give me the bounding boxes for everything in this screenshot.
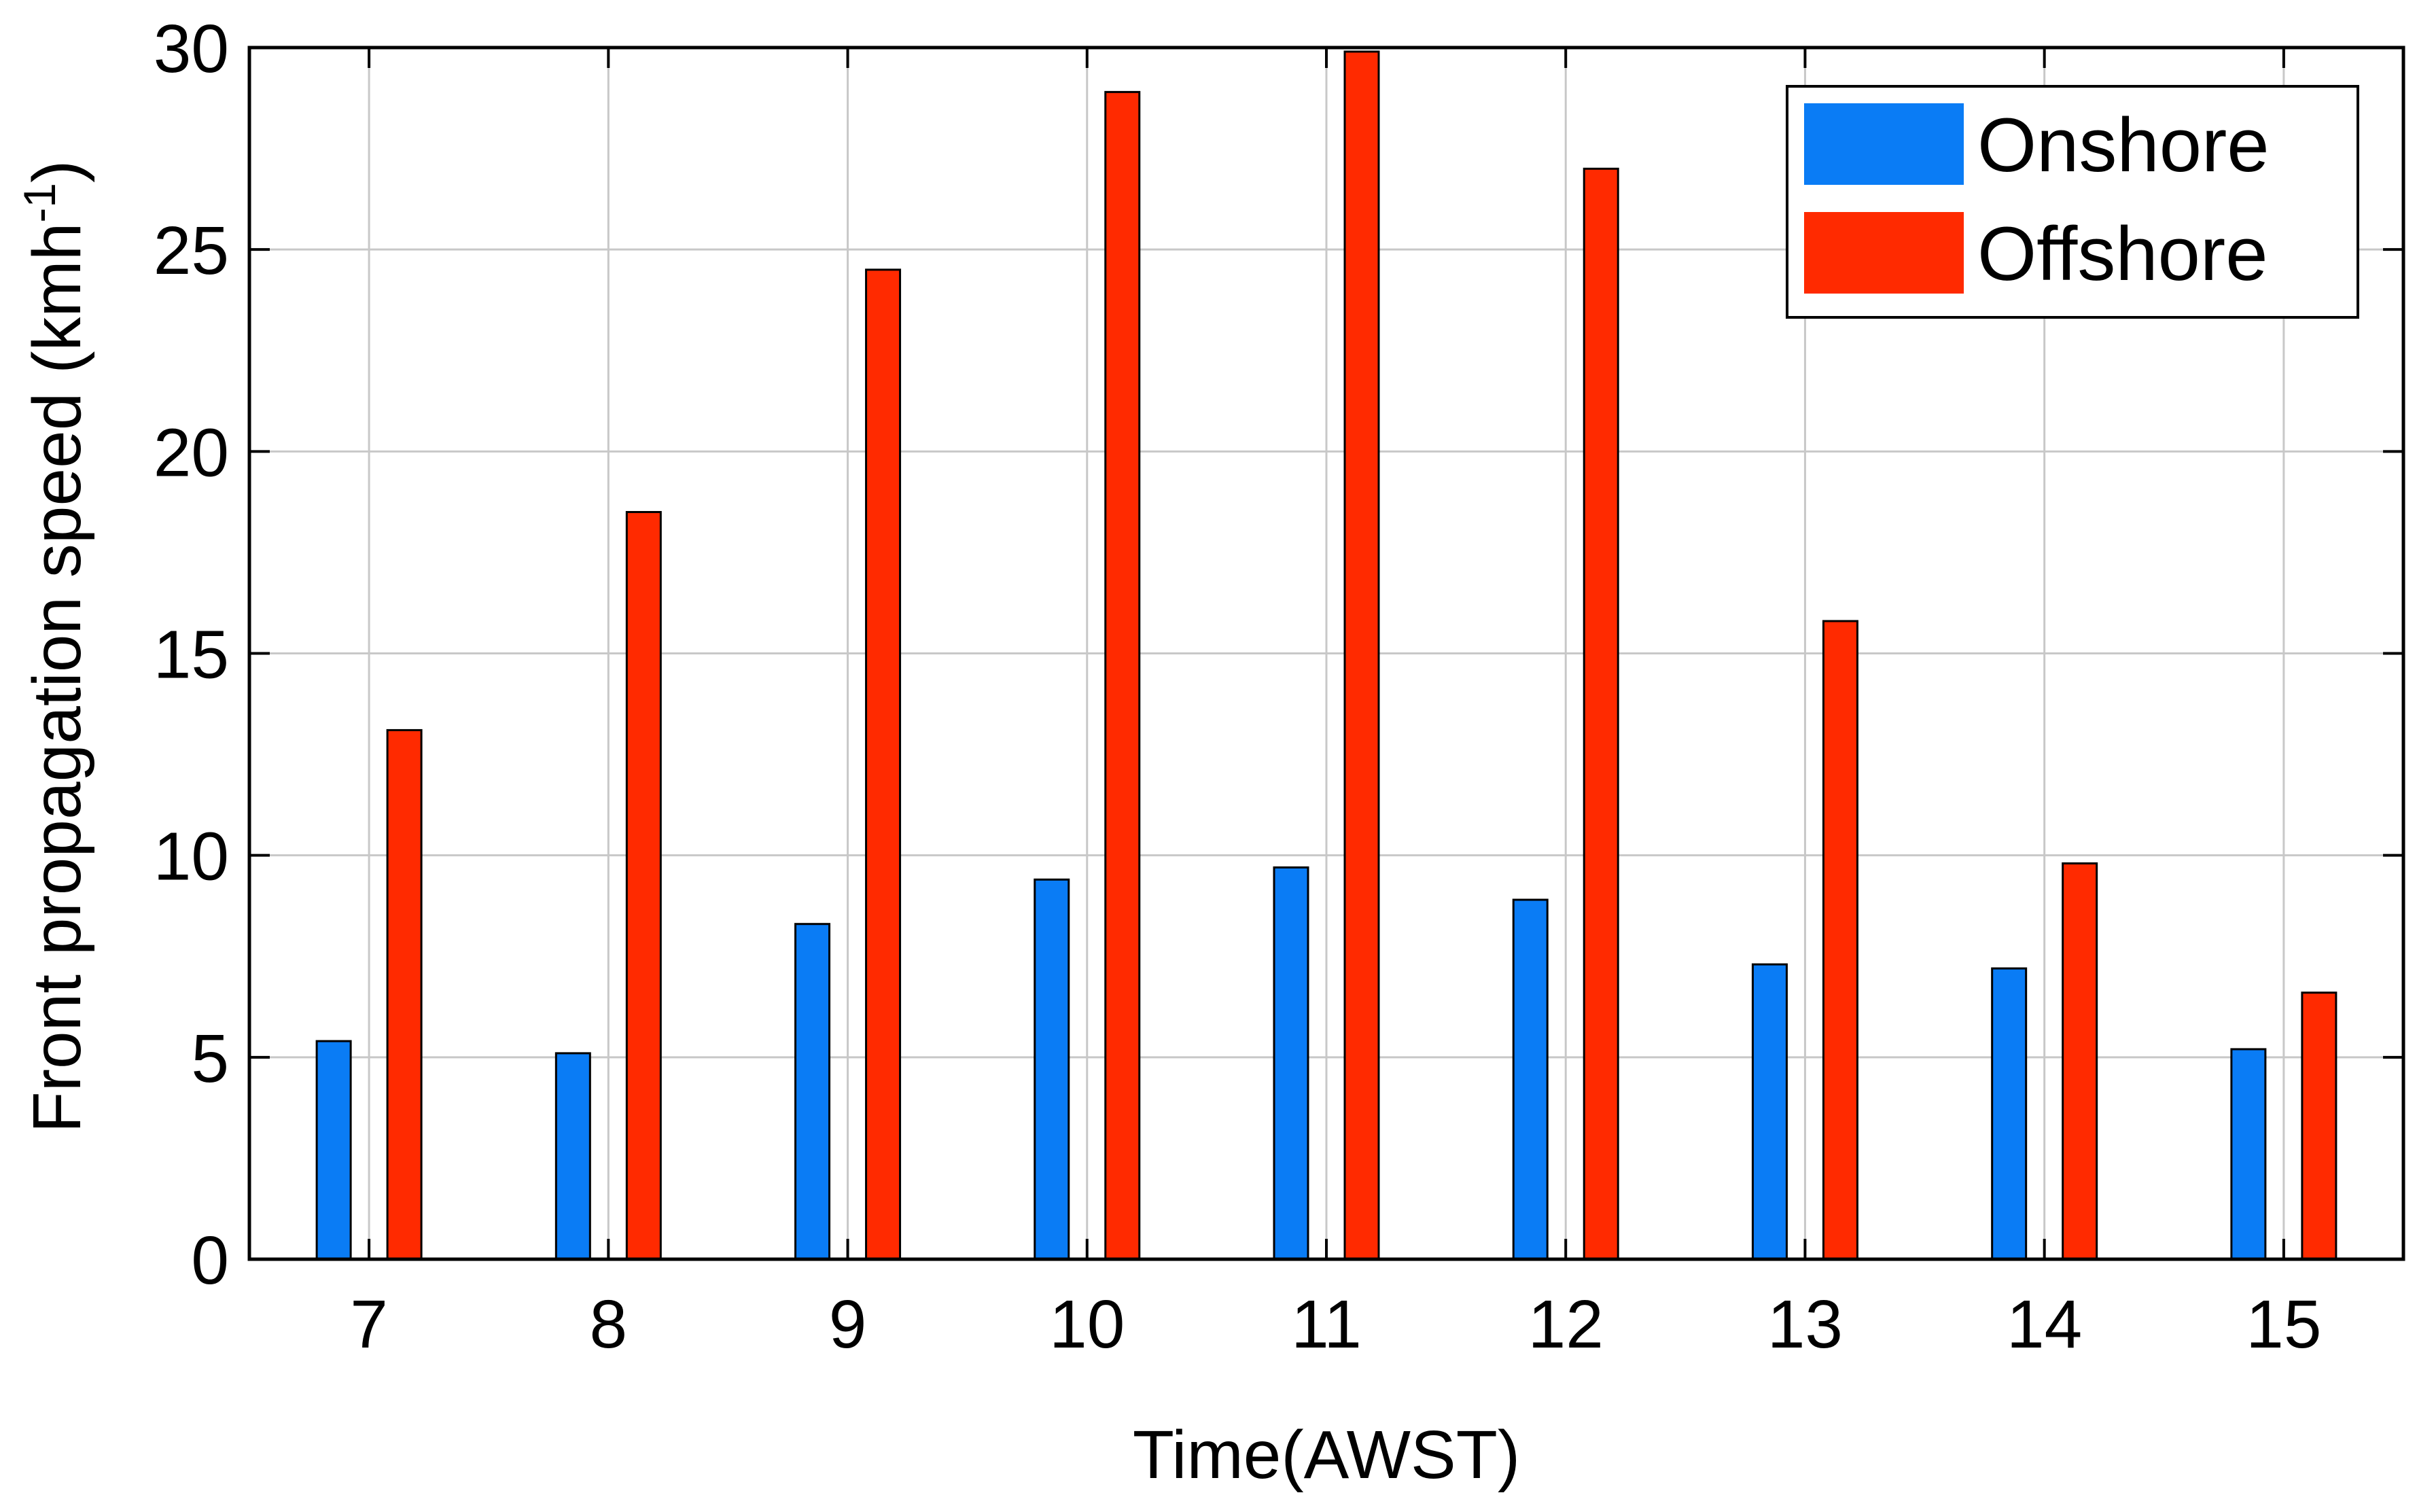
y-axis-label-tail: ) xyxy=(19,160,95,183)
bar-onshore-9 xyxy=(794,923,831,1261)
y-axis-label-main: Front propagation speed (kmh xyxy=(19,223,95,1133)
x-tick-label: 12 xyxy=(1528,1286,1604,1362)
x-tick-label: 13 xyxy=(1767,1286,1843,1362)
legend-label-onshore: Onshore xyxy=(1977,103,2270,188)
bar-offshore-13 xyxy=(1822,620,1858,1261)
bar-onshore-8 xyxy=(554,1052,591,1261)
bar-onshore-12 xyxy=(1512,898,1549,1261)
bar-onshore-13 xyxy=(1751,963,1788,1261)
y-axis-label: Front propagation speed (kmh-1) xyxy=(14,160,95,1133)
y-tick-label: 20 xyxy=(154,415,229,491)
y-tick-label: 30 xyxy=(154,11,229,87)
bar-onshore-10 xyxy=(1034,878,1070,1261)
x-tick-label: 8 xyxy=(590,1286,628,1362)
grid xyxy=(249,46,2403,1261)
x-tick-label: 9 xyxy=(829,1286,867,1362)
y-axis-label-superscript: -1 xyxy=(14,183,65,223)
bar-offshore-10 xyxy=(1104,90,1141,1261)
bars xyxy=(315,50,2337,1261)
y-tick-label: 25 xyxy=(154,213,229,289)
x-tick-label: 7 xyxy=(350,1286,388,1362)
y-tick-label: 10 xyxy=(154,819,229,895)
legend-label-offshore: Offshore xyxy=(1977,211,2268,296)
bar-onshore-7 xyxy=(315,1040,352,1261)
legend-swatch-offshore xyxy=(1804,212,1964,294)
bar-offshore-11 xyxy=(1343,50,1380,1261)
legend: Onshore Offshore xyxy=(1786,85,2359,319)
bar-offshore-7 xyxy=(386,728,423,1261)
x-tick-label: 11 xyxy=(1291,1286,1362,1362)
ticks: 0 5 10 15 20 25 30 7 8 9 10 11 12 13 14 15 xyxy=(154,11,2403,1362)
x-axis-label: Time(AWST) xyxy=(1133,1417,1520,1493)
legend-swatch-onshore xyxy=(1804,103,1964,185)
bar-offshore-15 xyxy=(2301,991,2337,1261)
y-tick-label: 15 xyxy=(154,617,229,693)
y-tick-label: 5 xyxy=(191,1021,229,1097)
bar-offshore-12 xyxy=(1583,167,1619,1261)
bar-offshore-9 xyxy=(865,268,902,1261)
y-tick-label: 0 xyxy=(191,1223,229,1299)
bar-offshore-14 xyxy=(2062,862,2098,1261)
bar-offshore-8 xyxy=(625,510,662,1261)
bar-onshore-15 xyxy=(2230,1048,2267,1261)
x-tick-label: 15 xyxy=(2246,1286,2321,1362)
x-tick-label: 10 xyxy=(1049,1286,1125,1362)
bar-onshore-11 xyxy=(1273,866,1309,1261)
x-tick-label: 14 xyxy=(2007,1286,2082,1362)
bar-onshore-14 xyxy=(1991,967,2028,1261)
